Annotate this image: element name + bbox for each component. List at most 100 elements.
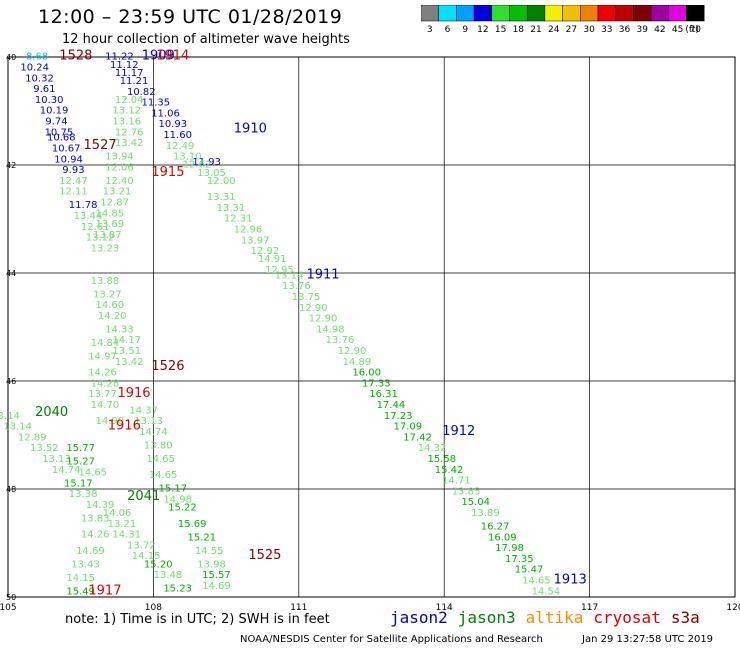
pass-time-label: 1917 xyxy=(88,583,121,598)
colorbar-label: 39 xyxy=(636,25,648,35)
swh-value: 14.74 xyxy=(52,465,81,476)
swh-value: 13.43 xyxy=(71,559,100,570)
swh-value: 13.83 xyxy=(81,513,110,524)
swh-value: 11.35 xyxy=(142,98,171,109)
swh-value: 13.44 xyxy=(74,211,103,222)
colorbar-label: 45 xyxy=(672,25,683,35)
swh-value: 12.40 xyxy=(105,176,134,187)
pass-time-label: 1914 xyxy=(156,49,189,64)
swh-value: 10.30 xyxy=(35,95,64,106)
swh-value: 13.77 xyxy=(88,389,117,400)
swh-value: 15.49 xyxy=(66,586,95,597)
swh-value: 13.13 xyxy=(42,454,71,465)
swh-value: 13.13 xyxy=(134,416,163,427)
swh-value: 13.42 xyxy=(115,138,144,149)
pass-time-label: 1916 xyxy=(117,386,150,401)
colorbar-label: 15 xyxy=(495,25,506,35)
swh-value: 13.12 xyxy=(86,233,115,244)
swh-value: 17.23 xyxy=(384,411,413,422)
lat-tick-label: 50 xyxy=(6,593,16,602)
swh-value: 13.27 xyxy=(93,289,122,300)
swh-value: 13.75 xyxy=(292,292,321,303)
swh-value: 14.84 xyxy=(91,338,120,349)
colorbar-label: 18 xyxy=(513,25,525,35)
swh-value: 13.14 xyxy=(275,270,304,281)
colorbar-unit: (ft) xyxy=(685,25,699,35)
swh-value: 15.77 xyxy=(66,443,95,454)
colorbar-label: 12 xyxy=(477,25,488,35)
swh-value: 11.93 xyxy=(192,157,221,168)
swh-value: 14.26 xyxy=(81,530,110,541)
pass-time-label: 2040 xyxy=(35,405,68,420)
legend-s3a: s3a xyxy=(670,608,700,627)
swh-value: 11.17 xyxy=(115,68,144,79)
swh-value: 13.52 xyxy=(30,443,59,454)
swh-value: 9.61 xyxy=(33,84,55,95)
swh-value: 14.06 xyxy=(103,508,132,519)
swh-value: 12.90 xyxy=(299,303,328,314)
swh-value: 13.69 xyxy=(95,219,124,230)
swh-value: 14.85 xyxy=(95,208,124,219)
swh-value: 13.23 xyxy=(91,243,120,254)
swh-value: 13.14 xyxy=(0,411,20,422)
swh-value: 17.42 xyxy=(403,432,432,443)
swh-value: 10.93 xyxy=(158,119,187,130)
swh-value: 14.33 xyxy=(105,324,134,335)
swh-value: 14.26 xyxy=(88,368,117,379)
swh-value: 13.12 xyxy=(112,106,141,117)
swh-value: 14.97 xyxy=(88,351,117,362)
swh-value: 9.74 xyxy=(45,117,67,128)
lon-tick-label: 120 xyxy=(726,603,740,610)
swh-value: 10.19 xyxy=(40,106,69,117)
swh-value: 14.70 xyxy=(91,400,120,411)
swh-value: 13.88 xyxy=(91,276,120,287)
swh-value: 14.91 xyxy=(258,254,287,265)
colorbar-label: 30 xyxy=(583,25,595,35)
swh-value: 14.55 xyxy=(195,546,224,557)
swh-value: 14.15 xyxy=(66,573,95,584)
swh-value: 15.22 xyxy=(168,503,197,514)
swh-value: 13.89 xyxy=(471,508,500,519)
swh-value: 11.78 xyxy=(69,200,98,211)
satellite-legend: jason2 jason3 altika cryosat s3a xyxy=(390,608,710,627)
colorbar-label: 3 xyxy=(427,25,433,35)
lat-tick-label: 44 xyxy=(6,269,16,278)
pass-time-label: 1910 xyxy=(234,122,267,137)
swh-value: 17.35 xyxy=(505,554,534,565)
swh-value: 10.68 xyxy=(47,133,76,144)
swh-value: 16.09 xyxy=(488,532,517,543)
swh-value: 14.15 xyxy=(132,551,161,562)
map-plot[interactable]: 4042444648501051081111141171208.6810.241… xyxy=(0,0,740,610)
swh-value: 12.47 xyxy=(59,176,88,187)
lon-tick-label: 105 xyxy=(0,603,17,610)
legend-jason3: jason3 xyxy=(457,608,516,627)
swh-value: 13.31 xyxy=(207,192,236,203)
swh-value: 12.61 xyxy=(81,222,110,233)
swh-value: 12.87 xyxy=(100,198,129,209)
swh-value: 14.89 xyxy=(343,357,372,368)
colorbar-label: 33 xyxy=(601,25,612,35)
swh-value: 12.90 xyxy=(309,314,338,325)
swh-value: 10.67 xyxy=(52,144,81,155)
swh-value: 15.69 xyxy=(178,519,207,530)
pass-time-label: 1915 xyxy=(151,165,184,180)
swh-value: 13.80 xyxy=(144,441,173,452)
pass-time-label: 1912 xyxy=(442,424,475,439)
swh-value: 13.31 xyxy=(217,203,246,214)
swh-value: 12.95 xyxy=(265,265,294,276)
colorbar-label: 6 xyxy=(445,25,451,35)
swh-value: 12.90 xyxy=(338,346,367,357)
swh-value: 17.33 xyxy=(362,378,391,389)
swh-value: 15.27 xyxy=(66,457,95,468)
swh-value: 14.98 xyxy=(163,495,192,506)
swh-value: 14.65 xyxy=(522,576,551,587)
legend-jason2: jason2 xyxy=(390,608,448,627)
swh-value: 12.92 xyxy=(251,246,280,257)
swh-value: 12.96 xyxy=(234,225,263,236)
legend-cryosat: cryosat xyxy=(593,608,661,627)
pass-time-label: 1913 xyxy=(554,573,587,588)
swh-value: 12.89 xyxy=(18,432,47,443)
swh-value: 16.31 xyxy=(369,389,398,400)
swh-value: 14.39 xyxy=(86,500,115,511)
swh-value: 15.57 xyxy=(202,570,231,581)
